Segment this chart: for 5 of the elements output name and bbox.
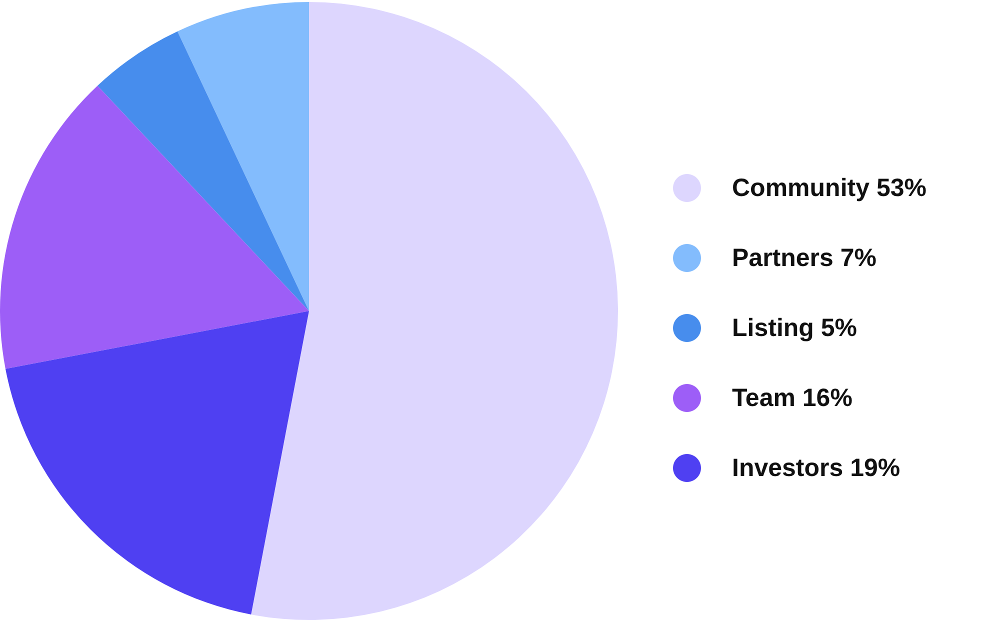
legend-label: Community 53% [732,174,926,202]
legend-label: Team 16% [732,384,852,412]
legend-label: Partners 7% [732,244,877,272]
legend-label: Listing 5% [732,314,858,342]
legend-label: Investors 19% [732,454,900,482]
